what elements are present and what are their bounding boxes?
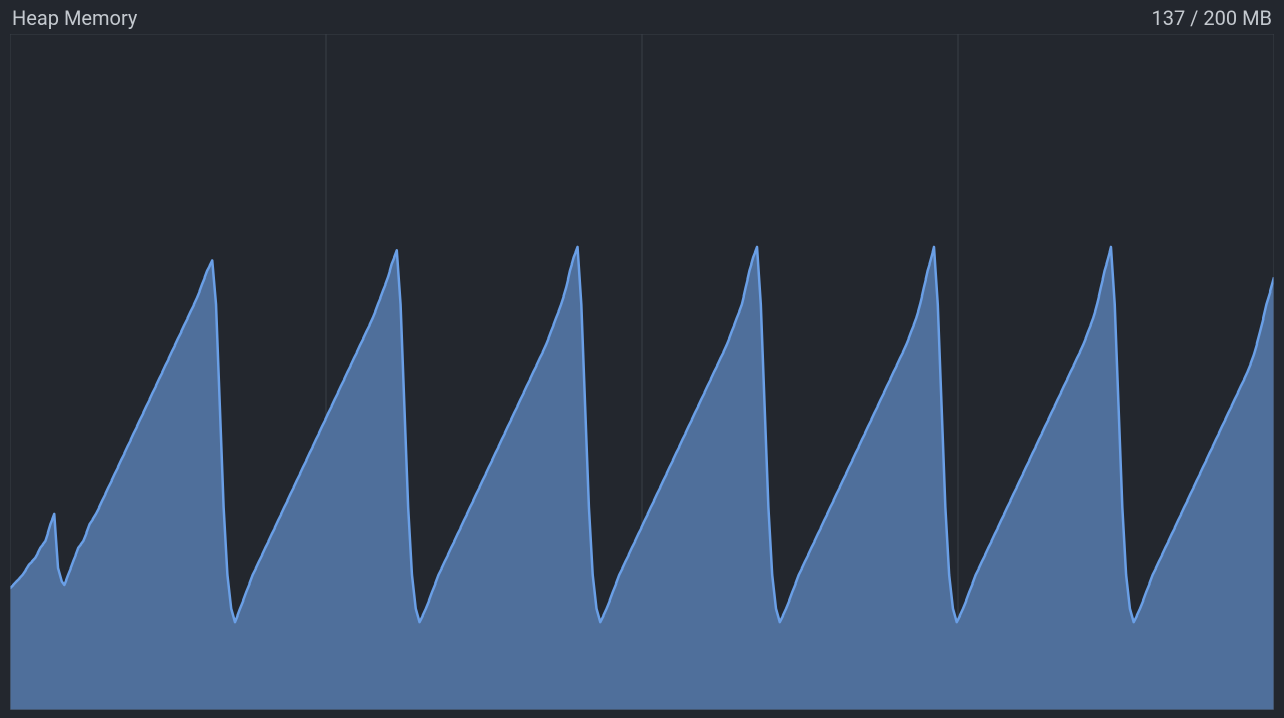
- heap-usage-value: 137 / 200 MB: [1152, 6, 1273, 30]
- panel-header: Heap Memory 137 / 200 MB: [0, 0, 1284, 34]
- panel-title: Heap Memory: [12, 6, 137, 30]
- heap-memory-panel: Heap Memory 137 / 200 MB: [0, 0, 1284, 718]
- chart-container: [10, 34, 1274, 710]
- heap-memory-chart: [10, 34, 1274, 710]
